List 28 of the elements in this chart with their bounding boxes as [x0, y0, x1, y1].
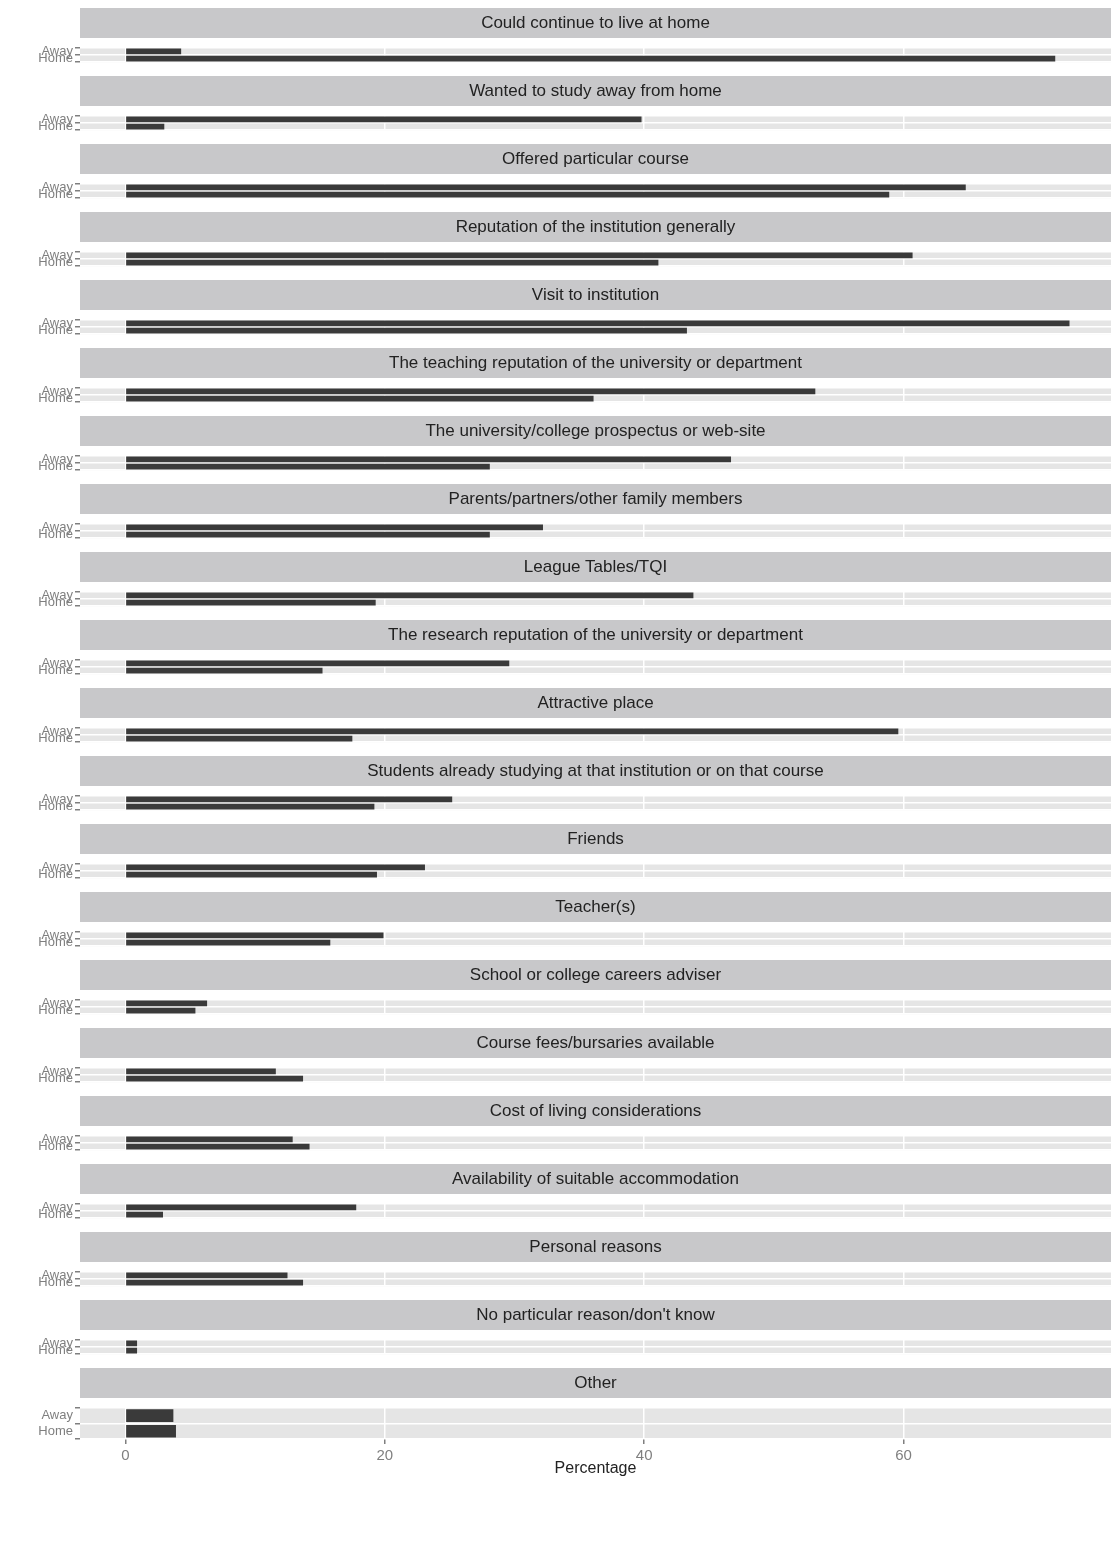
- chart-title: The university/college prospectus or web-site: [80, 416, 1111, 446]
- y-tick-label: Away: [41, 1407, 74, 1423]
- x-axis-title: Percentage: [554, 1458, 637, 1476]
- chart-title: Offered particular course: [80, 144, 1111, 174]
- chart-title: The teaching reputation of the university or department: [80, 348, 1111, 378]
- x-tick-label: 0: [121, 1446, 130, 1464]
- chart-title: Friends: [80, 824, 1111, 854]
- chart-title: No particular reason/don't know: [80, 1300, 1111, 1330]
- x-tick-label: 20: [376, 1446, 394, 1464]
- chart-title: Personal reasons: [80, 1232, 1111, 1262]
- y-tick-label: Home: [38, 1422, 73, 1438]
- x-tick-label: 60: [895, 1446, 912, 1464]
- chart-title: Availability of suitable accommodation: [80, 1164, 1111, 1194]
- chart-title: Students already studying at that institution or on that course: [80, 756, 1111, 786]
- chart-title: Course fees/bursaries available: [80, 1028, 1111, 1058]
- chart-title: Visit to institution: [80, 280, 1111, 310]
- chart-title: Cost of living considerations: [80, 1096, 1111, 1126]
- chart-title: Parents/partners/other family members: [80, 484, 1111, 514]
- chart-title: Other: [80, 1368, 1111, 1398]
- chart-title: Teacher(s): [80, 892, 1111, 922]
- chart-title: Wanted to study away from home: [80, 76, 1111, 106]
- x-tick-label: 40: [635, 1446, 653, 1464]
- chart-title: School or college careers adviser: [80, 960, 1111, 990]
- chart-title: League Tables/TQI: [80, 552, 1111, 582]
- chart-title: Attractive place: [80, 688, 1111, 718]
- chart-title: Reputation of the institution generally: [80, 212, 1111, 242]
- chart-title: Could continue to live at home: [80, 8, 1111, 38]
- chart-title: The research reputation of the university or department: [80, 620, 1111, 650]
